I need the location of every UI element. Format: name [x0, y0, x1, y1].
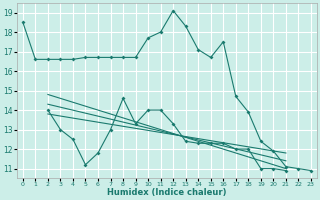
- X-axis label: Humidex (Indice chaleur): Humidex (Indice chaleur): [107, 188, 227, 197]
